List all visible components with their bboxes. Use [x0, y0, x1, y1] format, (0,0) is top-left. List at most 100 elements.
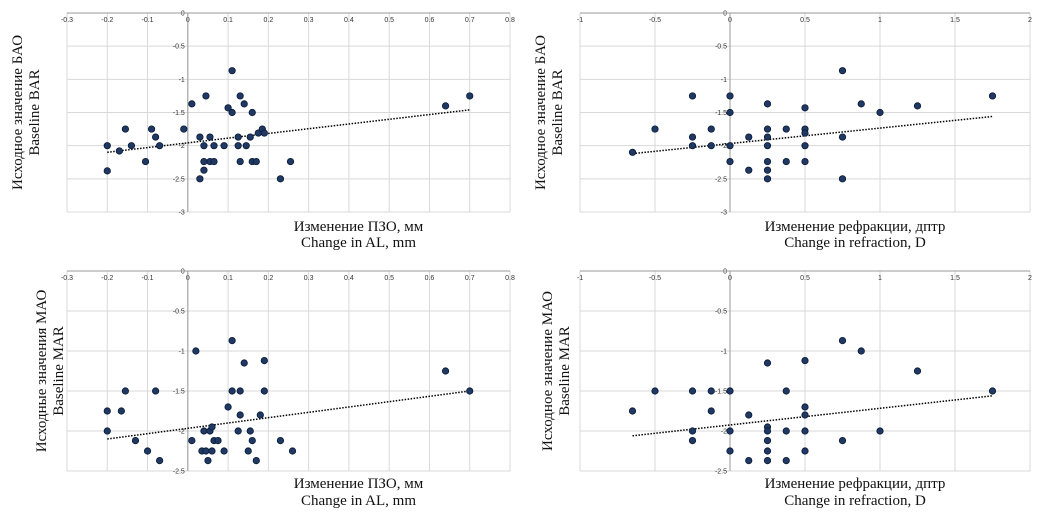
data-point [688, 133, 697, 141]
data-point [857, 347, 865, 355]
data-point [763, 436, 772, 445]
data-point [466, 92, 474, 100]
scatter-panel-4: -1-0.500.511.520-0.5-1-1.5-2-2.5Изменени… [540, 269, 1032, 510]
data-point [228, 67, 236, 75]
data-point [260, 129, 268, 137]
data-point [763, 359, 772, 367]
data-point [782, 387, 790, 395]
data-point [242, 142, 250, 150]
data-point [228, 387, 236, 395]
data-point [196, 175, 204, 183]
scatter-panel-3: -0.3-0.2-0.100.10.20.30.40.50.60.70.80-0… [34, 269, 515, 510]
data-point [121, 125, 129, 133]
x-tick-label: 0.2 [263, 275, 273, 282]
x-tick-label: -0.3 [61, 17, 73, 24]
data-point [236, 411, 244, 419]
y-tick-label: -0.5 [173, 44, 185, 51]
data-point [988, 387, 997, 395]
x-tick-label: 1.5 [950, 17, 960, 24]
y-axis-label-en: Baseline MAR [51, 326, 67, 416]
y-tick-label: -2.5 [715, 469, 727, 476]
scatter-panel-2: -1-0.500.511.520-0.5-1-1.5-2-2.5-3Измене… [533, 11, 1032, 252]
data-point [838, 67, 847, 75]
y-axis-label-en: Baseline BAR [550, 69, 566, 155]
x-tick-label: 0.1 [223, 17, 233, 24]
x-axis-label-ru: Изменение рефракции, дптр [765, 476, 946, 492]
x-axis-label-en: Change in refraction, D [784, 493, 926, 509]
data-point [246, 133, 254, 141]
x-tick-label: 2 [1028, 275, 1032, 282]
data-point [202, 92, 210, 100]
data-point [141, 157, 150, 166]
data-point [260, 356, 268, 365]
y-tick-label: -3 [179, 210, 185, 217]
y-tick-label: -1 [179, 349, 185, 356]
data-point [688, 92, 697, 100]
data-point [726, 142, 734, 150]
data-point [234, 427, 242, 435]
data-point [147, 125, 156, 133]
data-point [782, 157, 790, 166]
data-point [763, 142, 772, 150]
data-point [152, 133, 160, 141]
y-tick-label: -2 [721, 143, 727, 150]
data-point [726, 447, 734, 455]
x-tick-label: 0.3 [304, 17, 314, 24]
data-point [688, 142, 697, 150]
data-point [286, 157, 295, 166]
data-point [876, 108, 884, 117]
data-point [248, 108, 256, 117]
x-tick-label: 2 [1028, 17, 1032, 24]
data-point [688, 427, 697, 435]
data-point [763, 166, 772, 174]
data-point [224, 403, 232, 411]
y-tick-label: -1.5 [173, 110, 185, 117]
y-tick-label: -3 [721, 210, 727, 217]
data-point [466, 387, 474, 395]
x-tick-label: 0.5 [800, 17, 810, 24]
data-point [256, 411, 264, 419]
data-point [115, 147, 123, 155]
data-point [857, 100, 865, 108]
data-point [156, 142, 164, 150]
data-point [628, 148, 637, 156]
data-point [248, 436, 256, 445]
data-point [801, 403, 809, 411]
data-point [103, 167, 111, 175]
y-tick-label: -1 [721, 77, 727, 84]
data-point [252, 456, 260, 465]
data-point [131, 436, 140, 445]
y-tick-label: -2.5 [715, 176, 727, 183]
data-point [200, 427, 208, 435]
data-point [188, 436, 196, 445]
trendline [632, 395, 993, 437]
data-point [782, 125, 790, 133]
x-axis-label-ru: Изменение рефракции, дптр [765, 219, 946, 235]
data-point [236, 387, 244, 395]
y-axis-label-ru: Исходные значения МАО [34, 290, 50, 453]
y-tick-label: 0 [723, 269, 727, 276]
data-point [210, 157, 218, 166]
x-tick-label: 0.7 [465, 275, 475, 282]
y-tick-label: -0.5 [715, 44, 727, 51]
data-point [707, 142, 715, 150]
y-tick-label: -2.5 [173, 176, 185, 183]
data-point [103, 407, 111, 415]
trendline [107, 390, 470, 440]
y-tick-label: -1.5 [715, 110, 727, 117]
trendline [107, 109, 470, 154]
data-point [801, 427, 809, 435]
data-point [628, 407, 637, 415]
data-point [156, 456, 164, 465]
data-point [763, 125, 772, 133]
data-point [192, 347, 200, 355]
x-tick-label: 0.5 [800, 275, 810, 282]
x-tick-label: 0.4 [344, 17, 354, 24]
data-point [726, 427, 734, 435]
data-point [200, 142, 208, 150]
data-point [707, 387, 715, 395]
data-point [838, 436, 847, 445]
x-axis-label-ru: Изменение ПЗО, мм [294, 476, 424, 492]
y-tick-label: -2 [179, 429, 185, 436]
data-point [103, 427, 111, 435]
